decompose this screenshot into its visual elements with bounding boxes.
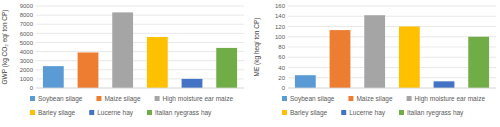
legend-item: Maize silage (348, 95, 393, 103)
grid-line (288, 88, 496, 89)
bar (399, 27, 420, 89)
legend-label: Maize silage (104, 95, 141, 103)
grid-line (36, 6, 244, 7)
grid-line (36, 24, 244, 25)
x-axis (288, 88, 496, 89)
chart: GWP (kg CO₂ eq/ ton CP) 0 1000 2000 3000 4000… (1, 3, 244, 117)
y-tick-label: 0 (30, 85, 34, 91)
y-tick-label: 80 (278, 44, 285, 50)
legend-swatch (399, 110, 404, 115)
legend-swatch (407, 96, 412, 101)
bar (182, 79, 203, 88)
legend-swatch (155, 96, 160, 101)
grid-line (36, 60, 244, 61)
grid-line (36, 88, 244, 89)
legend-item: Italian ryegrass hay (147, 109, 212, 117)
bar (78, 52, 99, 88)
grid-line (288, 16, 496, 17)
bars (43, 12, 237, 88)
bar (43, 66, 64, 88)
legend-label: Maize silage (356, 95, 393, 103)
legend-swatch (89, 110, 94, 115)
grid-line (36, 69, 244, 70)
y-tick-label: 0 (282, 85, 286, 91)
grid-line (288, 57, 496, 58)
bar (434, 81, 455, 88)
legend-item: Maize silage (96, 95, 141, 103)
y-tick-label: 7000 (20, 21, 34, 27)
y-axis-label: GWP (kg CO₂ eq/ ton CP) (1, 9, 9, 84)
legend-label: Italian ryegrass hay (407, 109, 464, 117)
legend-item: Soybean silage (30, 95, 83, 103)
grid-line (36, 42, 244, 43)
legend-label: High moisture ear maize (415, 95, 486, 103)
y-tick-label: 40 (278, 65, 285, 71)
bar (216, 48, 237, 88)
legend-label: Lucerne hay (349, 109, 386, 117)
x-axis (36, 88, 244, 89)
grid-line (288, 67, 496, 68)
legend-swatch (30, 96, 35, 101)
legend-swatch (96, 96, 101, 101)
legend-swatch (147, 110, 152, 115)
y-tick-label: 140 (275, 13, 286, 19)
figure: GWP (kg CO₂ eq/ ton CP)01000200030004000… (0, 0, 500, 127)
y-tick-label: 1000 (20, 76, 34, 82)
y-tick-label: 9000 (20, 3, 34, 9)
legend-item: High moisture ear maize (155, 95, 234, 103)
legend-label: Lucerne hay (97, 109, 134, 117)
y-tick-label: 160 (275, 3, 286, 9)
bar (364, 15, 385, 88)
y-axis-label: ME (kg heq/ ton CP) (253, 18, 261, 77)
bar (468, 37, 489, 88)
bar (295, 75, 316, 88)
legend-label: Soybean silage (290, 95, 335, 103)
y-tick-label: 2000 (20, 67, 34, 73)
legend-item: Lucerne hay (341, 109, 386, 117)
chart: ME (kg heq/ ton CP) 0 20 40 60 80 100 120 140 160… (253, 3, 496, 117)
legend-label: Barley silage (290, 109, 328, 117)
grid-line (36, 15, 244, 16)
y-tick-label: 20 (278, 75, 285, 81)
legend-item: Barley silage (282, 109, 328, 117)
y-tick-label: 4000 (20, 49, 34, 55)
y-tick-label: 6000 (20, 31, 34, 37)
y-tick-label: 8000 (20, 12, 34, 18)
bar (147, 37, 168, 88)
legend-item: Soybean silage (282, 95, 335, 103)
grid-line (288, 77, 496, 78)
legend-swatch (348, 96, 353, 101)
grid-line (288, 36, 496, 37)
y-tick-label: 60 (278, 54, 285, 60)
legend-item: High moisture ear maize (407, 95, 486, 103)
grid-line (288, 26, 496, 27)
y-tick-label: 120 (275, 24, 286, 30)
grid-line (36, 51, 244, 52)
legend-item: Barley silage (30, 109, 76, 117)
y-tick-label: 3000 (20, 58, 34, 64)
bar (330, 30, 351, 88)
legend-label: High moisture ear maize (163, 95, 234, 103)
y-tick-label: 100 (275, 34, 286, 40)
grid-line (36, 78, 244, 79)
legend-label: Barley silage (38, 109, 76, 117)
grid-line (36, 33, 244, 34)
legend-item: Italian ryegrass hay (399, 109, 464, 117)
legend-swatch (341, 110, 346, 115)
grid-line (288, 6, 496, 7)
legend-label: Italian ryegrass hay (155, 109, 212, 117)
grid-line (288, 47, 496, 48)
legend-swatch (282, 110, 287, 115)
legend-item: Lucerne hay (89, 109, 134, 117)
legend-swatch (30, 110, 35, 115)
legend-swatch (282, 96, 287, 101)
bar (112, 12, 133, 88)
bars (295, 15, 489, 88)
legend-label: Soybean silage (38, 95, 83, 103)
y-tick-label: 5000 (20, 40, 34, 46)
